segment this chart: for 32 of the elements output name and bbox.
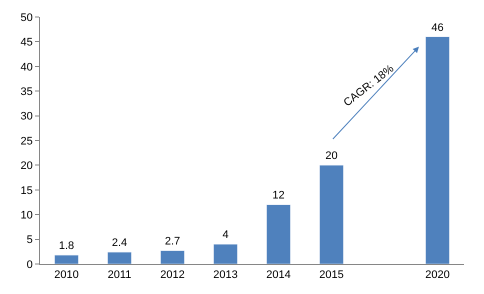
- data-label: 2.4: [112, 237, 128, 250]
- data-label: 4: [222, 229, 229, 242]
- x-tick-label: 2013: [213, 269, 238, 282]
- y-tick-label: 15: [20, 184, 33, 197]
- y-tick-label: 0: [26, 258, 33, 271]
- data-label: 1.8: [58, 240, 74, 252]
- bar: [213, 244, 238, 264]
- data-label: 12: [272, 190, 285, 202]
- y-tick-label: 25: [20, 135, 33, 148]
- bar: [319, 164, 344, 264]
- bar: [160, 250, 185, 264]
- y-tick-label: 45: [20, 36, 33, 49]
- y-tick-label: 30: [20, 110, 33, 123]
- x-tick-label: 2014: [266, 269, 291, 282]
- bar: [425, 36, 450, 264]
- x-tick-label: 2015: [319, 269, 344, 282]
- y-tick-label: 40: [20, 61, 33, 74]
- data-label: 20: [325, 150, 338, 162]
- x-tick-label: 2011: [108, 269, 132, 282]
- bar: [107, 252, 132, 264]
- y-tick-label: 50: [20, 12, 33, 24]
- y-tick-label: 35: [20, 86, 33, 98]
- bar: [266, 204, 291, 264]
- x-tick-label: 2012: [160, 269, 185, 282]
- y-tick-label: 20: [20, 160, 33, 172]
- y-tick-label: 10: [20, 209, 33, 222]
- data-label: 2.7: [164, 236, 180, 248]
- y-tick-label: 5: [26, 234, 33, 246]
- x-tick-label: 2020: [425, 269, 450, 282]
- x-tick-label: 2010: [54, 269, 79, 282]
- bar: [54, 254, 79, 264]
- data-label: 46: [431, 22, 444, 34]
